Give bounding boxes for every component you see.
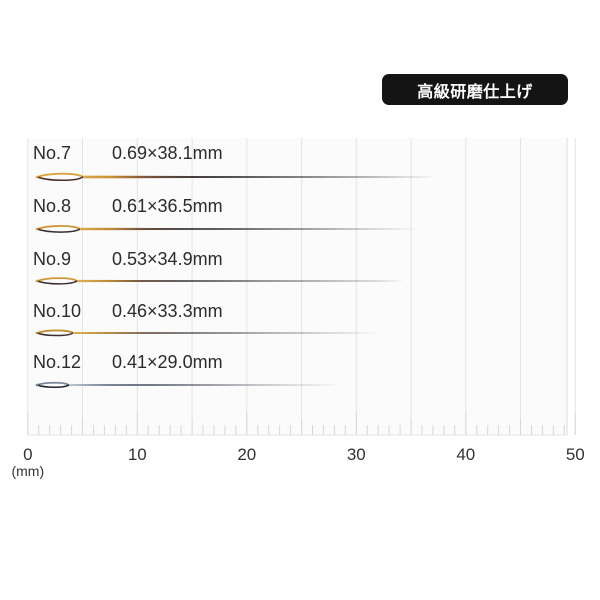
svg-text:No.9: No.9 [33, 249, 71, 269]
svg-text:0: 0 [23, 445, 32, 464]
svg-text:20: 20 [237, 445, 256, 464]
svg-text:10: 10 [128, 445, 147, 464]
svg-text:50: 50 [566, 445, 585, 464]
svg-text:0.69×38.1mm: 0.69×38.1mm [112, 143, 223, 163]
svg-text:No.12: No.12 [33, 352, 81, 372]
svg-text:0.46×33.3mm: 0.46×33.3mm [112, 301, 223, 321]
svg-text:0.61×36.5mm: 0.61×36.5mm [112, 196, 223, 216]
svg-text:No.8: No.8 [33, 196, 71, 216]
svg-text:30: 30 [347, 445, 366, 464]
svg-text:0.53×34.9mm: 0.53×34.9mm [112, 249, 223, 269]
svg-text:40: 40 [456, 445, 475, 464]
svg-text:No.10: No.10 [33, 301, 81, 321]
svg-text:0.41×29.0mm: 0.41×29.0mm [112, 352, 223, 372]
svg-text:(mm): (mm) [11, 463, 44, 479]
svg-text:No.7: No.7 [33, 143, 71, 163]
